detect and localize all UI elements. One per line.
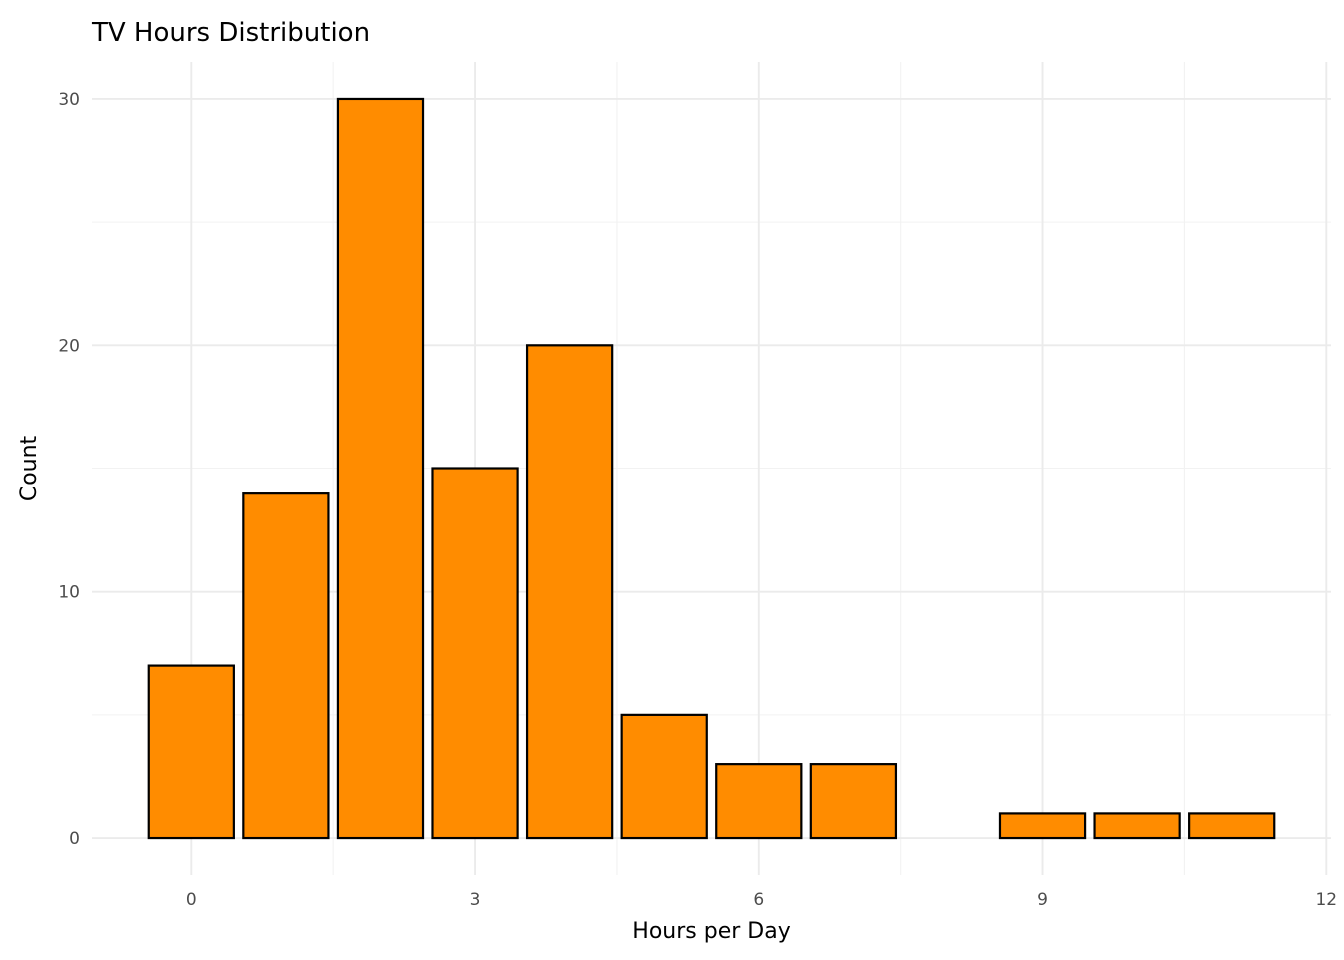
bar-hours-6 [715, 763, 803, 840]
x-tick-label: 12 [1315, 890, 1337, 910]
chart-title: TV Hours Distribution [91, 18, 370, 48]
bar-hours-4 [525, 344, 614, 840]
bar-hours-10 [1093, 812, 1181, 840]
bar-hours-2 [336, 97, 425, 840]
bar-hours-9 [998, 812, 1087, 840]
y-axis-title: Count [17, 435, 42, 501]
x-tick-label: 3 [470, 890, 481, 910]
bar-hours-7 [809, 763, 898, 840]
x-axis-title: Hours per Day [632, 919, 790, 944]
y-axis-tick-labels: 0 10 20 30 [58, 90, 80, 849]
bar-hours-0 [147, 664, 235, 840]
y-tick-label: 0 [69, 829, 80, 849]
y-tick-label: 10 [58, 583, 80, 603]
x-axis-tick-labels: 0 3 6 9 12 [186, 890, 1337, 910]
x-tick-label: 0 [186, 890, 197, 910]
bars [147, 97, 1276, 840]
bar-hours-3 [431, 467, 519, 840]
y-tick-label: 20 [58, 336, 80, 356]
x-tick-label: 9 [1037, 890, 1048, 910]
bar-hours-11 [1188, 812, 1276, 840]
y-tick-label: 30 [58, 90, 80, 110]
bar-hours-1 [242, 492, 330, 840]
x-tick-label: 6 [753, 890, 764, 910]
bar-hours-5 [620, 713, 708, 840]
